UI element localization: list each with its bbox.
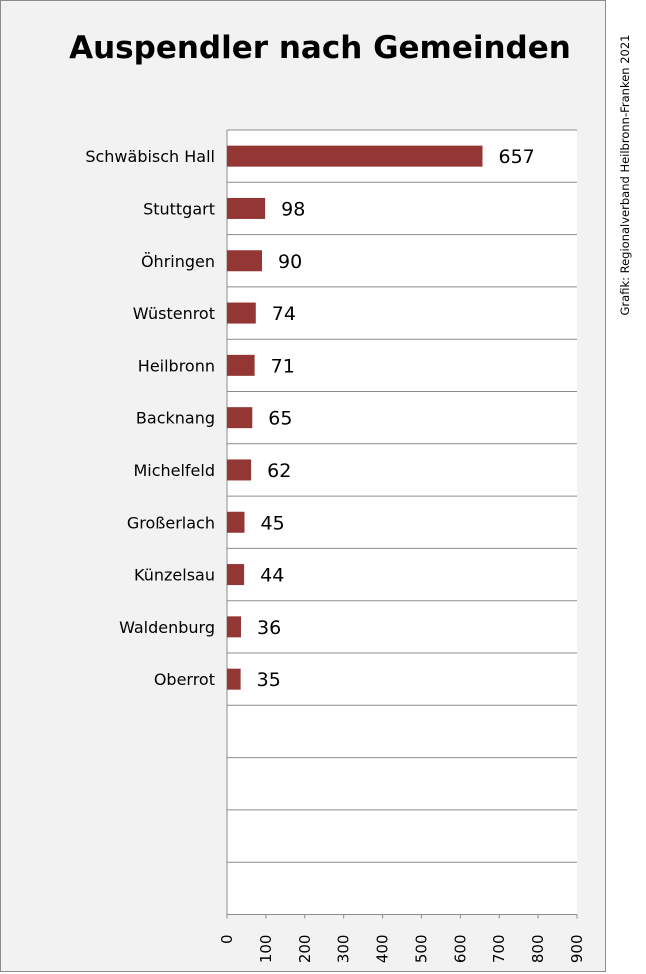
- chart-title: Auspendler nach Gemeinden: [69, 30, 571, 66]
- data-label: 62: [267, 460, 291, 482]
- category-label: Großerlach: [127, 513, 215, 532]
- x-tick-label: 300: [335, 935, 353, 964]
- bar: [227, 407, 253, 429]
- bar: [227, 616, 241, 638]
- x-tick-label: 700: [490, 935, 508, 964]
- category-label: Stuttgart: [143, 199, 215, 218]
- data-label: 44: [260, 565, 284, 587]
- bar: [227, 145, 483, 167]
- bar: [227, 564, 245, 586]
- bar: [227, 668, 241, 690]
- x-tick-label: 100: [257, 935, 275, 964]
- x-tick-label: 900: [568, 935, 586, 964]
- data-label: 45: [261, 512, 285, 534]
- bar: [227, 250, 262, 272]
- category-label: Öhringen: [141, 252, 215, 271]
- bar: [227, 459, 252, 481]
- x-tick-label: 800: [529, 935, 547, 964]
- x-tick-label: 0: [218, 935, 236, 945]
- data-label: 71: [271, 355, 295, 377]
- bar: [227, 511, 245, 533]
- x-tick-label: 200: [296, 935, 314, 964]
- category-label: Michelfeld: [133, 461, 215, 480]
- category-label: Heilbronn: [138, 356, 215, 375]
- x-tick-label: 600: [451, 935, 469, 964]
- data-label: 98: [281, 198, 305, 220]
- bar: [227, 197, 266, 219]
- data-label: 74: [272, 303, 296, 325]
- category-label: Künzelsau: [134, 566, 215, 585]
- data-label: 36: [257, 617, 281, 639]
- category-label: Waldenburg: [119, 618, 215, 637]
- bar: [227, 354, 255, 376]
- category-label: Wüstenrot: [133, 304, 215, 323]
- bar: [227, 302, 256, 324]
- data-label: 657: [499, 146, 535, 168]
- x-tick-label: 400: [374, 935, 392, 964]
- data-label: 65: [268, 408, 292, 430]
- data-label: 35: [257, 669, 281, 691]
- category-label: Backnang: [136, 409, 215, 428]
- plot-area: [227, 130, 577, 915]
- category-label: Schwäbisch Hall: [85, 147, 215, 166]
- data-label: 90: [278, 251, 302, 273]
- x-tick-label: 500: [412, 935, 430, 964]
- category-label: Oberrot: [154, 670, 215, 689]
